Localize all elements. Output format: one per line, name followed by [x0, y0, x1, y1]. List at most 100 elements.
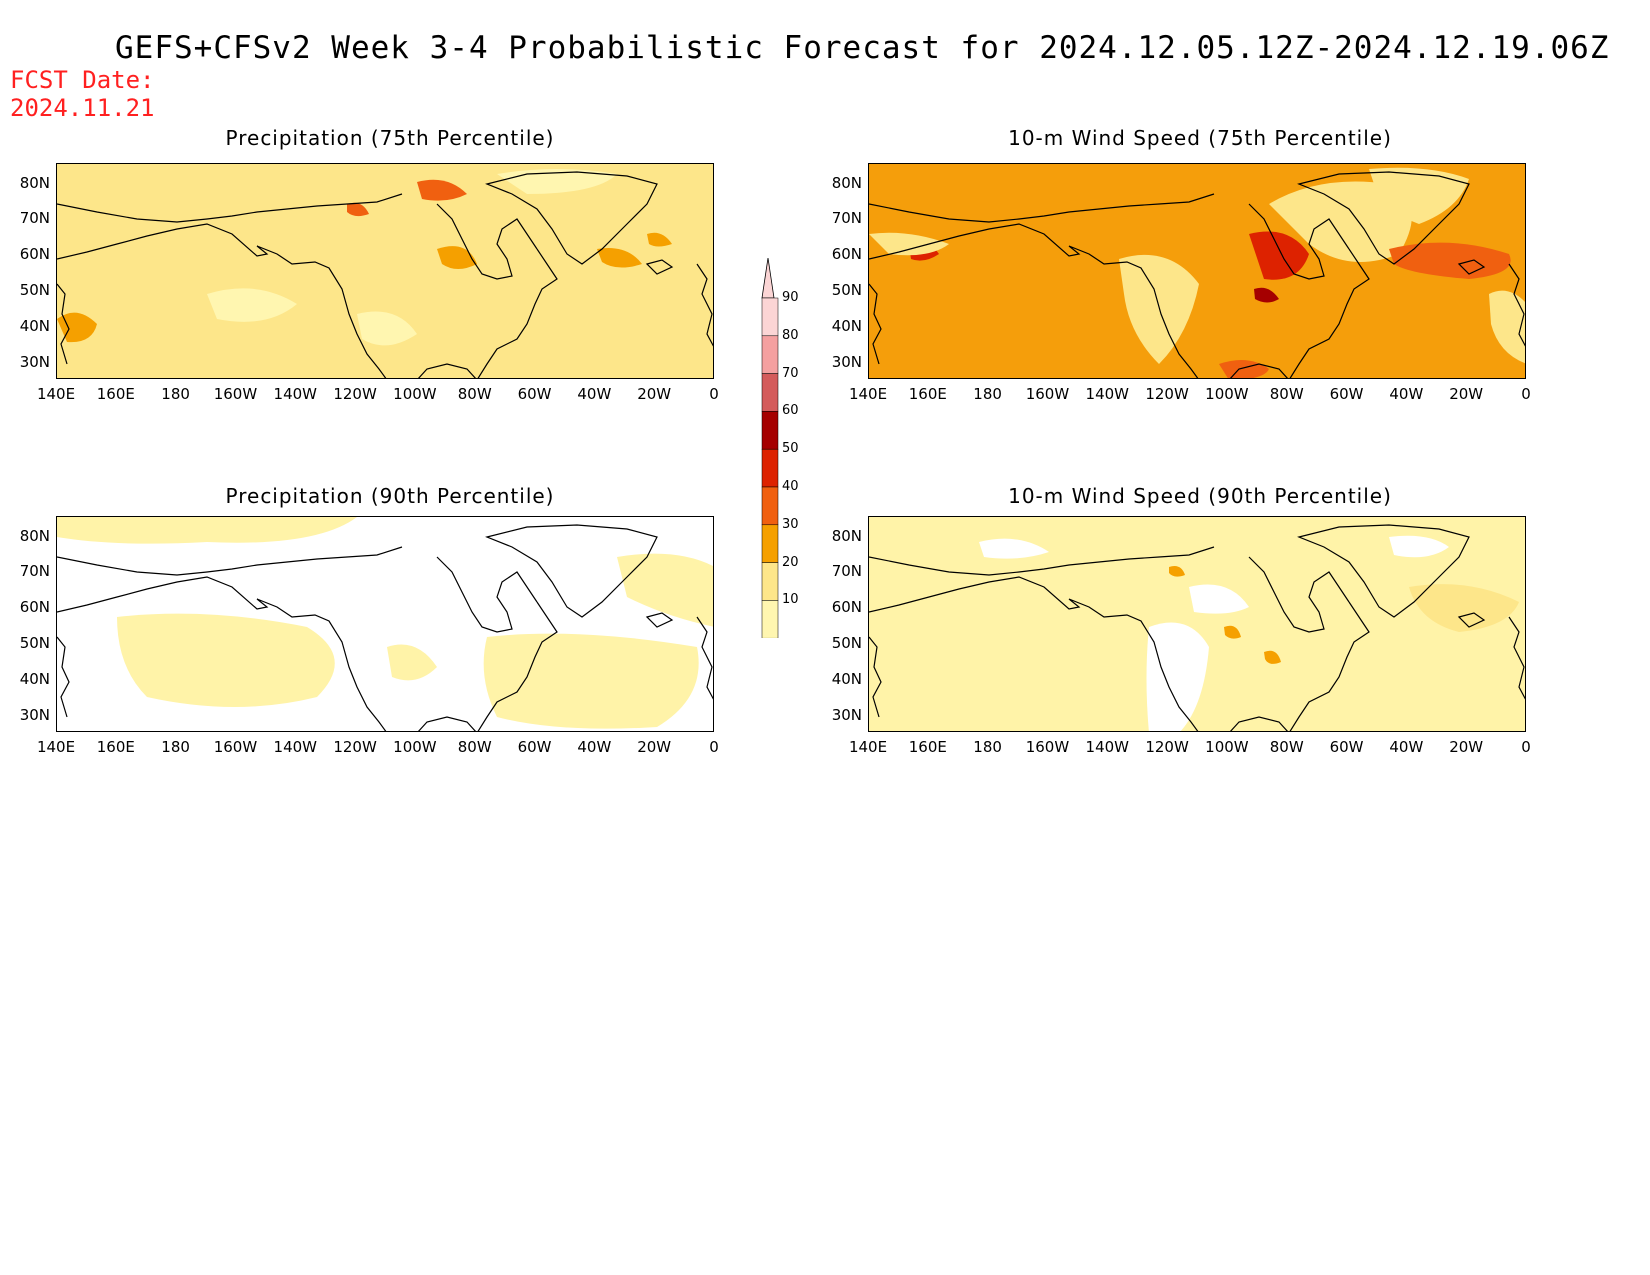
- forecast-date-block: FCST Date: 2024.11.21: [10, 66, 155, 122]
- coastline: [696, 263, 713, 347]
- lon-tick-label: 120W: [1145, 385, 1189, 403]
- contour-region: [1224, 625, 1241, 639]
- lon-tick-label: 40W: [577, 385, 612, 403]
- lon-tick-label: 140E: [36, 738, 76, 756]
- lon-tick-label: 60W: [1329, 385, 1364, 403]
- lon-tick-label: 40W: [1389, 738, 1424, 756]
- lat-tick-label: 70N: [19, 209, 50, 227]
- lon-tick-label: 80W: [457, 738, 492, 756]
- lon-tick-label: 0: [1521, 385, 1531, 403]
- coastline: [1289, 248, 1370, 378]
- coastline: [1508, 263, 1525, 347]
- contour-region: [497, 169, 617, 194]
- lon-tick-label: 60W: [517, 738, 552, 756]
- forecast-date-value: 2024.11.21: [10, 94, 155, 122]
- coastline: [645, 612, 674, 628]
- lon-tick-label: 20W: [637, 738, 672, 756]
- coastline: [477, 248, 558, 378]
- lon-tick-label: 100W: [1205, 738, 1249, 756]
- coastline: [57, 193, 403, 223]
- lat-tick-label: 60N: [19, 245, 50, 263]
- colorbar-label: 40: [782, 479, 799, 494]
- panel-title-precip90: Precipitation (90th Percentile): [225, 484, 555, 508]
- lon-tick-label: 160W: [1025, 385, 1070, 403]
- lon-tick-label: 80W: [1269, 738, 1304, 756]
- colorbar-top-cap: [761, 257, 775, 299]
- coastline: [485, 524, 658, 618]
- contour-region: [1254, 287, 1279, 303]
- lon-tick-label: 60W: [1329, 738, 1364, 756]
- lon-tick-label: 100W: [1205, 385, 1249, 403]
- contour-region: [1146, 622, 1209, 731]
- forecast-date-label: FCST Date:: [10, 66, 155, 94]
- coastline: [869, 576, 1199, 731]
- colorbar-label: 70: [782, 365, 799, 381]
- map-field-wind90: [869, 517, 1525, 731]
- lat-tick-label: 50N: [19, 281, 50, 299]
- coastline: [1230, 363, 1288, 378]
- lon-tick-label: 180: [161, 738, 190, 756]
- map-field-precip75: [57, 164, 713, 378]
- lon-tick-label: 160W: [213, 385, 258, 403]
- contour-region: [207, 288, 297, 322]
- lat-tick-label: 80N: [19, 527, 50, 545]
- lon-tick-label: 180: [973, 385, 1002, 403]
- contour-region: [647, 232, 672, 247]
- lon-tick-label: 100W: [393, 385, 437, 403]
- map-title: GEFS+CFSv2 Week 3-4 Probabilistic Foreca…: [115, 30, 1610, 66]
- lat-tick-label: 80N: [19, 174, 50, 192]
- coastline: [869, 546, 1215, 576]
- lat-tick-label: 80N: [831, 174, 862, 192]
- lat-tick-label: 30N: [831, 353, 862, 371]
- coastline: [1297, 171, 1470, 265]
- panel-title-precip75: Precipitation (75th Percentile): [225, 126, 555, 150]
- lon-tick-label: 140W: [273, 385, 317, 403]
- colorbar-label: 30: [782, 516, 799, 532]
- coastline: [869, 223, 1199, 378]
- lon-tick-label: 40W: [1389, 385, 1424, 403]
- contour-region: [1119, 254, 1199, 364]
- colorbar-swatch: [761, 373, 779, 412]
- lat-tick-label: 80N: [831, 527, 862, 545]
- lon-tick-label: 160E: [908, 738, 947, 756]
- lat-tick-label: 60N: [831, 598, 862, 616]
- lon-tick-label: 20W: [637, 385, 672, 403]
- colorbar-label: 20: [782, 554, 799, 570]
- coastline: [477, 601, 558, 731]
- contour-region: [57, 517, 357, 544]
- lat-tick-label: 30N: [19, 353, 50, 371]
- contour-region: [1264, 650, 1281, 664]
- coastline: [869, 193, 1215, 223]
- lon-tick-label: 40W: [577, 738, 612, 756]
- lat-tick-label: 40N: [831, 317, 862, 335]
- contour-region: [1389, 535, 1449, 558]
- contour-region: [1369, 167, 1469, 224]
- lon-tick-label: 60W: [517, 385, 552, 403]
- lon-tick-label: 0: [709, 738, 719, 756]
- map-field-precip90: [57, 517, 713, 731]
- lon-tick-label: 120W: [333, 385, 377, 403]
- contour-region: [617, 553, 713, 627]
- colorbar-swatch: [761, 448, 779, 488]
- lon-tick-label: 140E: [848, 385, 888, 403]
- colorbar-swatch: [761, 335, 779, 374]
- contour-region: [1489, 290, 1525, 364]
- contour-region: [597, 248, 642, 268]
- lat-tick-label: 40N: [831, 670, 862, 688]
- coastline: [869, 283, 882, 365]
- contour-region: [57, 312, 97, 343]
- contour-region: [387, 644, 437, 681]
- contour-region: [1269, 181, 1412, 262]
- lon-tick-label: 120W: [333, 738, 377, 756]
- lat-tick-label: 50N: [19, 634, 50, 652]
- lon-tick-label: 140W: [273, 738, 317, 756]
- coastline: [1508, 616, 1525, 700]
- lat-tick-label: 40N: [19, 317, 50, 335]
- coastline: [1457, 612, 1486, 628]
- lon-tick-label: 20W: [1449, 738, 1484, 756]
- coastline: [57, 546, 403, 576]
- lat-tick-label: 40N: [19, 670, 50, 688]
- coastline: [1230, 716, 1288, 731]
- lon-tick-label: 140W: [1085, 738, 1129, 756]
- colorbar-swatch: [761, 297, 779, 337]
